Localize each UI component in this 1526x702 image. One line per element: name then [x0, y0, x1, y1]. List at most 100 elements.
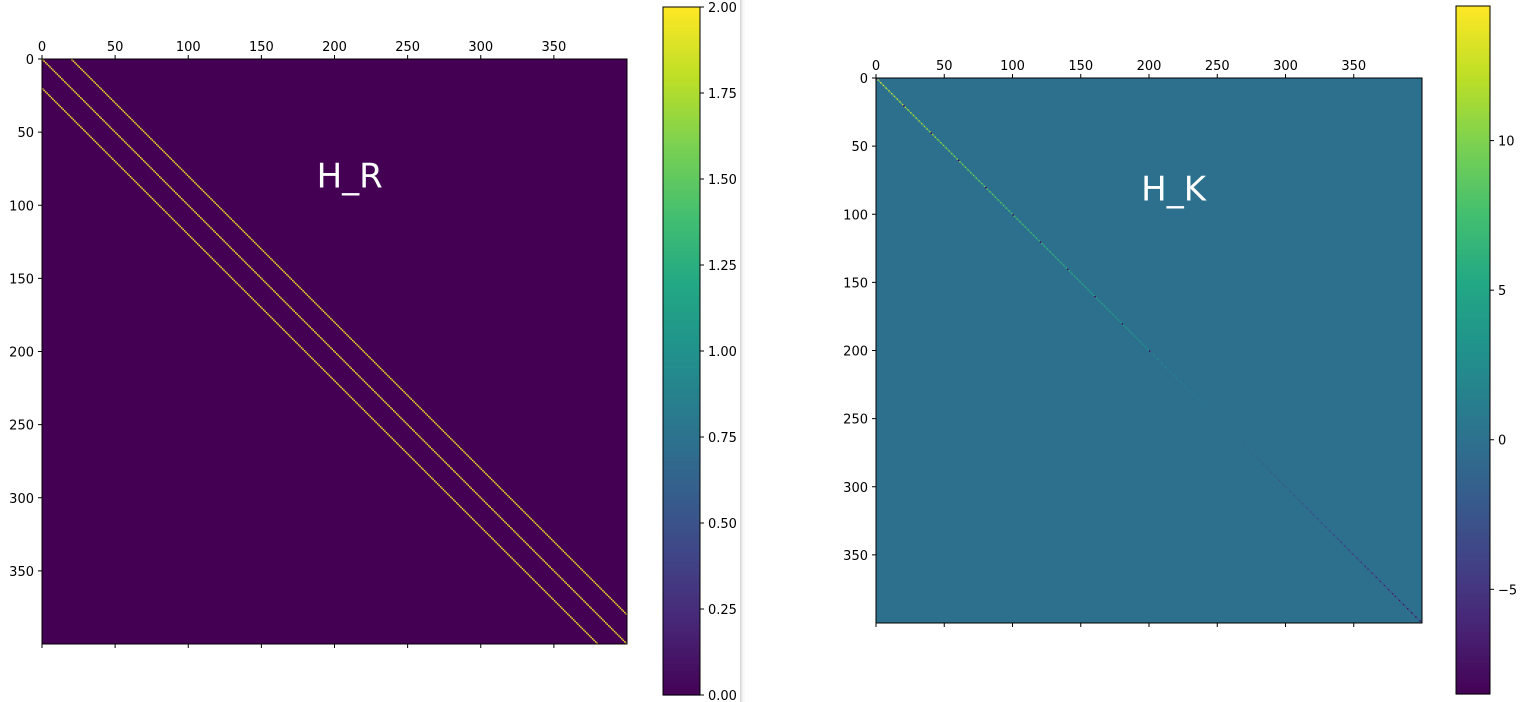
colorbar-segment [663, 629, 700, 634]
band-cell [455, 472, 458, 475]
colorbar-segment [1456, 188, 1490, 193]
band-cell [423, 411, 426, 413]
diagonal-cell [987, 189, 990, 192]
band-cell [315, 303, 317, 305]
diagonal-cell [972, 174, 975, 177]
diagonal-cell [968, 170, 971, 173]
band-cell [507, 494, 509, 497]
band-cell [94, 111, 97, 114]
band-cell [118, 105, 120, 108]
band-cell [300, 288, 303, 291]
colorbar-segment [663, 34, 700, 39]
colorbar-segment [1456, 577, 1490, 582]
band-cell [562, 579, 565, 582]
band-cell [433, 421, 436, 424]
diagonal-cell [1236, 437, 1238, 440]
diagonal-cell [915, 117, 917, 119]
diagonal-cell [1265, 466, 1267, 468]
band-cell [435, 423, 437, 425]
band-cell [590, 607, 592, 609]
colorbar-segment [663, 282, 700, 287]
colorbar-segment [663, 471, 700, 476]
colorbar-segment [1456, 580, 1490, 585]
band-cell [154, 200, 157, 203]
band-cell [393, 439, 395, 441]
y-tick-label: 50 [851, 140, 868, 155]
diagonal-cell [989, 191, 991, 193]
band-cell [44, 61, 47, 64]
colorbar-segment [663, 375, 700, 380]
band-cell [460, 448, 462, 450]
diagonal-cell [1020, 222, 1023, 224]
band-cell [438, 484, 440, 487]
band-cell [262, 250, 265, 253]
band-cell [80, 67, 82, 70]
band-cell [172, 218, 174, 220]
band-cell [306, 323, 309, 326]
band-cell [363, 380, 366, 383]
band-cell [324, 370, 326, 372]
band-cell [106, 152, 108, 155]
band-cell [147, 164, 149, 166]
diagonal-cell [1030, 231, 1032, 234]
colorbar-segment [1456, 294, 1490, 299]
band-cell [211, 228, 214, 231]
colorbar-segment [663, 385, 700, 390]
colorbar-segment [1456, 322, 1490, 327]
colorbar-segment [1456, 288, 1490, 293]
diagonal-cell [1082, 283, 1084, 286]
band-cell [553, 541, 556, 544]
band-cell [197, 184, 199, 187]
colorbar-segment [1456, 432, 1490, 437]
band-cell [314, 360, 316, 362]
diagonal-cell [1076, 278, 1079, 280]
colorbar-segment [663, 62, 700, 67]
band-cell [55, 101, 57, 103]
band-cell [492, 538, 494, 541]
colorbar-segment [1456, 415, 1490, 420]
band-cell [195, 212, 198, 215]
band-cell [469, 515, 471, 517]
band-cell [283, 329, 285, 332]
diagonal-cell [933, 135, 935, 137]
band-cell [378, 366, 380, 368]
band-cell [267, 284, 269, 286]
band-cell [488, 475, 490, 478]
band-cell [265, 253, 268, 255]
band-cell [167, 184, 170, 187]
band-cell [308, 295, 310, 298]
colorbar-segment [1456, 356, 1490, 361]
band-cell [596, 584, 598, 586]
colorbar-segment [663, 578, 700, 583]
colorbar-segment [663, 643, 700, 648]
colorbar-segment [663, 395, 700, 400]
band-cell [259, 247, 262, 250]
diagonal-cell [997, 199, 999, 201]
band-cell [327, 373, 329, 375]
band-cell [334, 351, 336, 353]
colorbar-segment [663, 31, 700, 36]
band-cell [549, 566, 551, 568]
band-cell [517, 563, 519, 566]
band-cell [50, 97, 53, 99]
colorbar-segment [1456, 215, 1490, 220]
band-cell [550, 538, 553, 541]
band-cell [218, 265, 221, 267]
band-cell [210, 256, 212, 258]
band-cell [352, 339, 354, 342]
band-cell [328, 345, 331, 348]
colorbar-segment [663, 302, 700, 307]
colorbar-segment [663, 289, 700, 294]
colorbar-segment [1456, 212, 1490, 217]
diagonal-cell [1351, 552, 1353, 554]
diagonal-cell [1012, 214, 1014, 216]
colorbar-segment [1456, 30, 1490, 35]
band-cell [441, 487, 443, 489]
band-cell [382, 370, 385, 372]
band-cell [587, 633, 589, 636]
diagonal-cell [1060, 261, 1062, 264]
colorbar-segment [1456, 401, 1490, 406]
band-cell [160, 177, 162, 179]
colorbar-segment [663, 485, 700, 490]
band-cell [316, 363, 319, 365]
